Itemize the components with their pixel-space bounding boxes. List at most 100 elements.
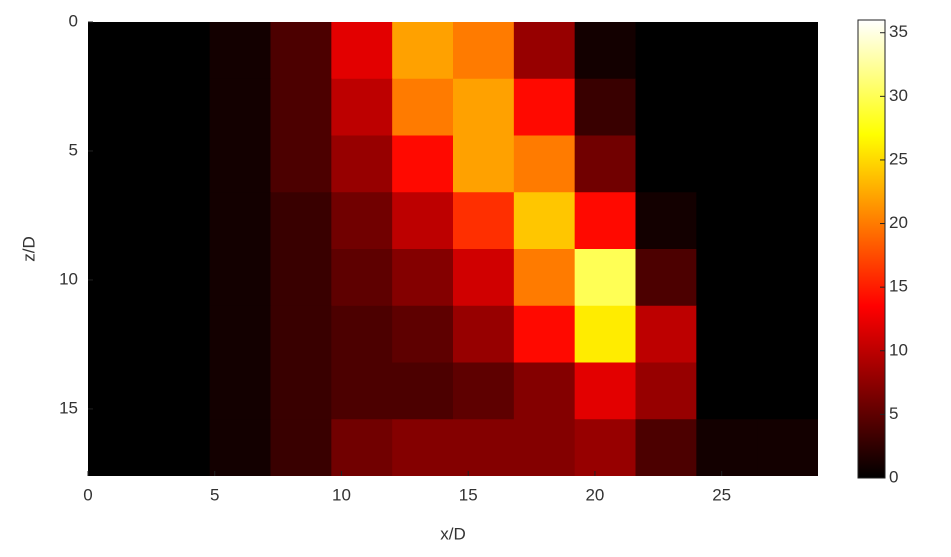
heatmap-cell xyxy=(148,249,211,307)
heatmap-cell xyxy=(574,135,636,193)
heatmap-cell xyxy=(696,249,758,307)
heatmap-cell xyxy=(696,78,758,136)
heatmap-cell xyxy=(270,22,332,80)
heatmap-cell xyxy=(148,305,211,363)
heatmap-cell xyxy=(88,362,150,420)
heatmap-cell xyxy=(209,78,271,136)
heatmap-cell xyxy=(331,78,393,136)
heatmap-cell xyxy=(757,249,818,307)
y-tick-label: 0 xyxy=(69,11,78,30)
heatmap-cell xyxy=(635,135,697,193)
heatmap-cell xyxy=(331,362,393,420)
heatmap-cell xyxy=(88,78,150,136)
heatmap-cell xyxy=(757,78,818,136)
heatmap-cell xyxy=(757,419,818,476)
heatmap-cell xyxy=(574,249,636,307)
heatmap-cell xyxy=(696,362,758,420)
y-tick-label: 15 xyxy=(59,398,78,417)
heatmap-cell xyxy=(88,249,150,307)
colorbar-tick-label: 30 xyxy=(889,86,908,105)
heatmap-cell xyxy=(453,135,515,193)
x-tick-label: 15 xyxy=(459,485,478,504)
heatmap-cell xyxy=(148,22,211,80)
x-tick-label: 20 xyxy=(585,485,604,504)
colorbar-tick-label: 35 xyxy=(889,22,908,41)
colorbar xyxy=(857,19,886,479)
heatmap-cell xyxy=(209,419,271,476)
y-axis-label: z/D xyxy=(19,236,38,262)
heatmap-cell xyxy=(88,419,150,476)
heatmap-cell xyxy=(574,419,636,476)
colorbar-tick-label: 5 xyxy=(889,404,898,423)
x-tick-label: 25 xyxy=(712,485,731,504)
heatmap-cell xyxy=(453,192,515,250)
heatmap-cell xyxy=(392,192,454,250)
heatmap-cell xyxy=(88,305,150,363)
heatmap-cell xyxy=(635,192,697,250)
heatmap-cell xyxy=(392,135,454,193)
heatmap-cell xyxy=(696,305,758,363)
heatmap-cell xyxy=(148,192,211,250)
heatmap-cell xyxy=(513,78,576,136)
heatmap-cell xyxy=(574,362,636,420)
heatmap-cell xyxy=(513,135,576,193)
heatmap-cell xyxy=(88,22,150,80)
heatmap-cell xyxy=(270,192,332,250)
heatmap-cell xyxy=(757,192,818,250)
heatmap-cell xyxy=(331,305,393,363)
heatmap-cell xyxy=(392,22,454,80)
heatmap-cell xyxy=(270,305,332,363)
heatmap-cell xyxy=(88,192,150,250)
x-tick-label: 10 xyxy=(332,485,351,504)
heatmap-cell xyxy=(635,78,697,136)
heatmap-cell xyxy=(696,135,758,193)
heatmap-cell xyxy=(270,419,332,476)
heatmap-cell xyxy=(513,419,576,476)
heatmap-cell xyxy=(574,192,636,250)
heatmap-cell xyxy=(635,22,697,80)
heatmap-cell xyxy=(757,22,818,80)
heatmap-cell xyxy=(392,419,454,476)
heatmap-cell xyxy=(88,135,150,193)
heatmap-cell xyxy=(392,305,454,363)
x-axis-label: x/D xyxy=(440,524,466,543)
heatmap-cell xyxy=(635,419,697,476)
heatmap-cell xyxy=(513,192,576,250)
heatmap-cell xyxy=(635,305,697,363)
heatmap-cell xyxy=(757,362,818,420)
heatmap-cell xyxy=(513,22,576,80)
heatmap-cell xyxy=(331,192,393,250)
heatmap-cell xyxy=(513,249,576,307)
heatmap-cell xyxy=(209,249,271,307)
heatmap-cell xyxy=(392,249,454,307)
heatmap-cell xyxy=(453,78,515,136)
heatmap-cell xyxy=(209,362,271,420)
heatmap-cell xyxy=(696,419,758,476)
heatmap-cell xyxy=(757,305,818,363)
heatmap-cell xyxy=(331,419,393,476)
heatmap-cell xyxy=(453,419,515,476)
heatmap-cell xyxy=(696,22,758,80)
heatmap-cell xyxy=(392,78,454,136)
heatmap-cell xyxy=(574,305,636,363)
heatmap xyxy=(88,22,818,476)
heatmap-cell xyxy=(331,135,393,193)
colorbar-tick-label: 15 xyxy=(889,277,908,296)
heatmap-cell xyxy=(453,22,515,80)
heatmap-cell xyxy=(331,249,393,307)
heatmap-cell xyxy=(635,249,697,307)
heatmap-cell xyxy=(148,362,211,420)
heatmap-cell xyxy=(331,22,393,80)
heatmap-cell xyxy=(696,192,758,250)
heatmap-cell xyxy=(209,22,271,80)
colorbar-tick-label: 20 xyxy=(889,213,908,232)
heatmap-cell xyxy=(453,362,515,420)
heatmap-cell xyxy=(148,419,211,476)
heatmap-cell xyxy=(574,22,636,80)
heatmap-cell xyxy=(209,192,271,250)
heatmap-cell xyxy=(574,78,636,136)
heatmap-cell xyxy=(209,305,271,363)
heatmap-cell xyxy=(270,249,332,307)
colorbar-tick-label: 10 xyxy=(889,340,908,359)
